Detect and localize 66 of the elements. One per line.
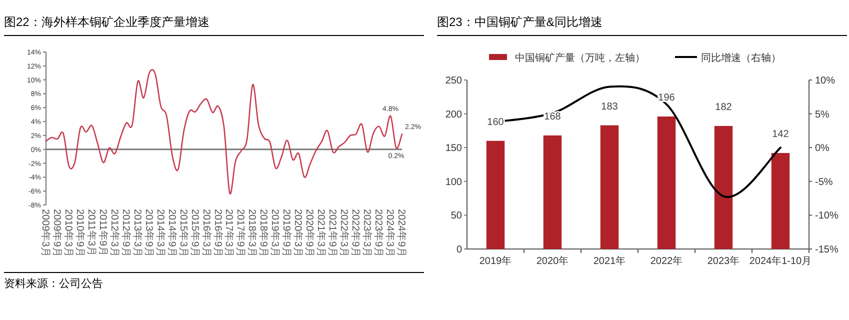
bar [771, 153, 790, 249]
y-tick-label: 100 [445, 176, 462, 188]
bar [657, 116, 676, 249]
x-tick-label: 2009年9月 [50, 209, 63, 257]
chart-title: 图23：中国铜矿产量&同比增速 [437, 14, 847, 36]
x-tick-label: 2019年3月 [269, 209, 282, 257]
y-tick-label: 50 [450, 210, 462, 222]
x-tick-label: 2015年3月 [177, 209, 190, 257]
data-label: 183 [601, 101, 618, 112]
x-tick-label: 2019年9月 [280, 209, 293, 257]
y2-tick-label: 5% [815, 109, 830, 120]
y2-tick-label: 10% [815, 76, 836, 86]
x-tick-label: 2020年9月 [304, 209, 316, 257]
y2-tick-label: -10% [815, 210, 838, 222]
bar [543, 135, 562, 249]
bar [600, 125, 619, 249]
bar [486, 140, 505, 249]
data-label: 142 [772, 129, 790, 140]
x-tick-label: 2012年9月 [120, 209, 132, 257]
x-tick-label: 2010年3月 [62, 209, 74, 257]
x-tick-label: 2019年 [479, 255, 512, 267]
legend-label: 中国铜矿产量（万吨，左轴） [515, 52, 645, 64]
text: 资料来源：公司公告 [4, 272, 424, 291]
x-tick-label: 2013年9月 [142, 209, 155, 257]
x-tick-label: 2016年9月 [212, 209, 224, 257]
x-tick-label: 2012年3月 [108, 209, 120, 257]
x-tick-label: 2024年3月 [384, 209, 396, 257]
data-label: 160 [487, 116, 504, 128]
x-tick-label: 2014年3月 [154, 209, 166, 257]
data-label: 182 [715, 102, 732, 113]
x-tick-label: 2016年3月 [200, 209, 212, 257]
x-tick-label: 2023年9月 [372, 209, 385, 257]
x-tick-label: 2017年9月 [234, 209, 247, 257]
x-tick-label: 2017年3月 [223, 209, 236, 257]
x-tick-label: 2022年9月 [350, 209, 362, 257]
x-tick-label: 2024年9月 [396, 209, 408, 257]
x-tick-label: 2021年9月 [326, 209, 339, 257]
y-tick-label: 150 [445, 143, 462, 154]
x-tick-label: 2022年 [650, 255, 683, 267]
x-tick-label: 2009年3月 [40, 209, 52, 257]
x-tick-label: 2020年3月 [292, 209, 304, 257]
x-tick-label: 2014年9月 [166, 209, 178, 257]
x-tick-label: 2011年9月 [96, 209, 109, 256]
x-tick-label: 2020年 [536, 255, 569, 267]
x-tick-label: 2021年 [593, 255, 626, 267]
x-tick-label: 2023年 [707, 255, 740, 267]
x-tick-label: 2010年9月 [74, 209, 86, 257]
y2-tick-label: 0% [815, 143, 830, 154]
x-tick-label: 2024年1-10月 [749, 255, 812, 267]
chart-title: 图22：海外样本铜矿企业季度产量增速 [4, 14, 424, 36]
data-label: 168 [544, 111, 562, 122]
x-tick-label: 2022年3月 [338, 209, 350, 257]
x-tick-label: 2018年9月 [258, 209, 270, 257]
x-tick-label: 2023年3月 [361, 209, 374, 257]
y-tick-label: 200 [445, 109, 462, 120]
x-tick-label: 2018年3月 [246, 209, 258, 257]
y-tick-label: 0 [456, 244, 462, 256]
y2-tick-label: -15% [815, 244, 838, 256]
x-tick-label: 2013年3月 [131, 209, 144, 257]
x-tick-label: 2021年3月 [315, 209, 328, 257]
y2-tick-label: -5% [815, 176, 833, 188]
x-tick-label: 2015年9月 [188, 209, 201, 257]
x-tick-label: 2011年3月 [85, 209, 98, 256]
legend-label: 同比增速（右轴） [701, 52, 781, 64]
y-tick-label: 250 [445, 76, 462, 86]
bar [714, 126, 733, 249]
